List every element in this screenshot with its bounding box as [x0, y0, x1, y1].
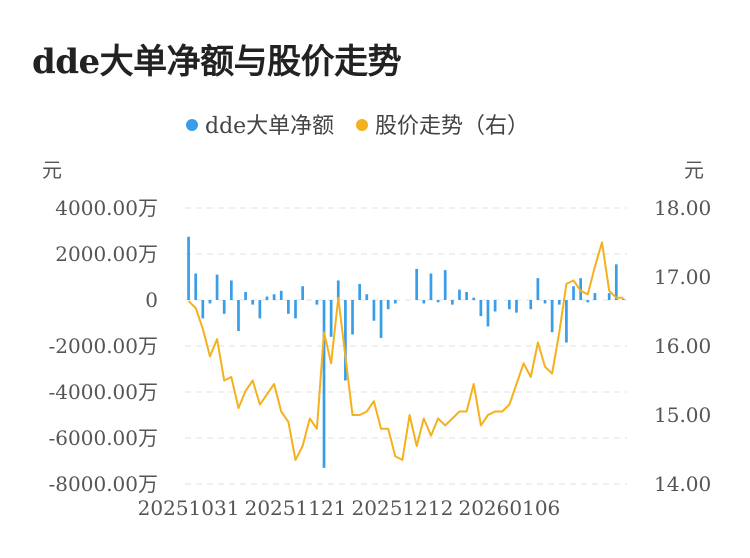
dde-bar — [379, 300, 383, 338]
dde-bar — [465, 291, 468, 300]
right-tick-label: 16.00 — [654, 334, 711, 358]
dde-bar — [244, 291, 247, 300]
dde-bar — [443, 270, 447, 300]
dde-bar — [194, 273, 198, 300]
dde-bar — [572, 286, 575, 300]
dde-bar — [557, 300, 561, 305]
x-tick-label: 20251121 — [245, 496, 347, 520]
dde-bar — [450, 300, 454, 305]
x-axis: 20251031 20251121 20251212 20260106 — [138, 496, 561, 520]
dde-bar — [287, 300, 290, 314]
x-tick-label: 20251031 — [138, 496, 240, 520]
right-axis-unit: 元 — [684, 158, 704, 182]
left-tick-label: -2000.00万 — [49, 334, 158, 358]
dde-bar — [237, 300, 240, 332]
dde-bar — [272, 294, 276, 300]
dde-bar — [208, 300, 212, 304]
dde-bar — [187, 236, 190, 300]
dde-bar — [365, 294, 369, 300]
dde-bar — [429, 273, 433, 300]
dde-bar — [493, 300, 497, 312]
x-tick-label: 20260106 — [458, 496, 560, 520]
dde-bar — [486, 300, 490, 327]
left-tick-label: -6000.00万 — [49, 426, 158, 450]
dde-bar — [229, 280, 233, 300]
dde-bar — [508, 300, 511, 310]
dde-bar — [315, 300, 319, 305]
dde-bar — [607, 293, 611, 300]
left-tick-label: 4000.00万 — [55, 196, 158, 220]
price-line — [187, 241, 624, 461]
dde-bar — [479, 300, 483, 317]
dde-bar — [543, 300, 547, 304]
left-axis-unit: 元 — [42, 158, 62, 182]
left-tick-label: 0 — [145, 288, 158, 312]
x-tick-label: 20251212 — [352, 496, 454, 520]
dde-bar — [322, 300, 326, 468]
dde-bar — [550, 300, 554, 333]
dde-bar — [393, 300, 397, 304]
dde-bar — [358, 283, 362, 300]
left-tick-label: -4000.00万 — [49, 380, 158, 404]
dde-bar — [265, 296, 269, 300]
dde-bar — [622, 298, 625, 300]
legend-label: 股价走势（右） — [375, 114, 529, 139]
dde-bar — [422, 300, 426, 304]
dde-bar — [344, 300, 347, 381]
dde-bar — [215, 274, 219, 300]
right-tick-label: 17.00 — [654, 265, 711, 289]
dde-bar — [222, 300, 226, 314]
dde-bar — [279, 290, 283, 300]
dde-bar — [472, 297, 476, 300]
dde-bar — [372, 300, 376, 321]
legend-marker — [186, 119, 198, 131]
dde-bar — [436, 300, 440, 303]
dde-bar — [529, 300, 533, 310]
dde-bar — [336, 280, 340, 300]
dde-bar — [593, 293, 597, 300]
dde-bar — [586, 300, 590, 303]
dde-bar — [614, 264, 618, 300]
legend-label: dde大单净额 — [205, 114, 334, 139]
dde-bar — [536, 278, 540, 300]
left-axis: 4000.00万 2000.00万 0 -2000.00万 -4000.00万 -6000… — [49, 196, 158, 496]
dde-bar — [515, 300, 518, 313]
dde-bar — [294, 300, 297, 319]
right-tick-label: 14.00 — [654, 472, 711, 496]
legend[interactable]: dde大单净额 股价走势（右） — [186, 114, 529, 139]
dde-bar — [258, 300, 262, 319]
dde-bar — [301, 286, 304, 300]
legend-item-dde[interactable]: dde大单净额 — [186, 114, 334, 139]
dde-bar — [251, 300, 255, 305]
dde-bar — [458, 289, 461, 300]
dde-bar — [565, 300, 568, 343]
dde-bar — [351, 300, 354, 335]
legend-item-price[interactable]: 股价走势（右） — [356, 114, 529, 139]
dde-bar — [415, 268, 419, 300]
dde-bar — [201, 300, 205, 319]
line-series — [187, 241, 624, 461]
left-tick-label: 2000.00万 — [55, 242, 158, 266]
dde-bar — [386, 300, 390, 310]
right-tick-label: 18.00 — [654, 196, 711, 220]
legend-marker — [356, 119, 368, 131]
chart-title: dde大单净额与股价走势 — [32, 42, 402, 82]
left-tick-label: -8000.00万 — [49, 472, 158, 496]
dde-bar — [329, 300, 333, 337]
right-tick-label: 15.00 — [654, 403, 711, 427]
right-axis: 18.00 17.00 16.00 15.00 14.00 — [654, 196, 711, 496]
